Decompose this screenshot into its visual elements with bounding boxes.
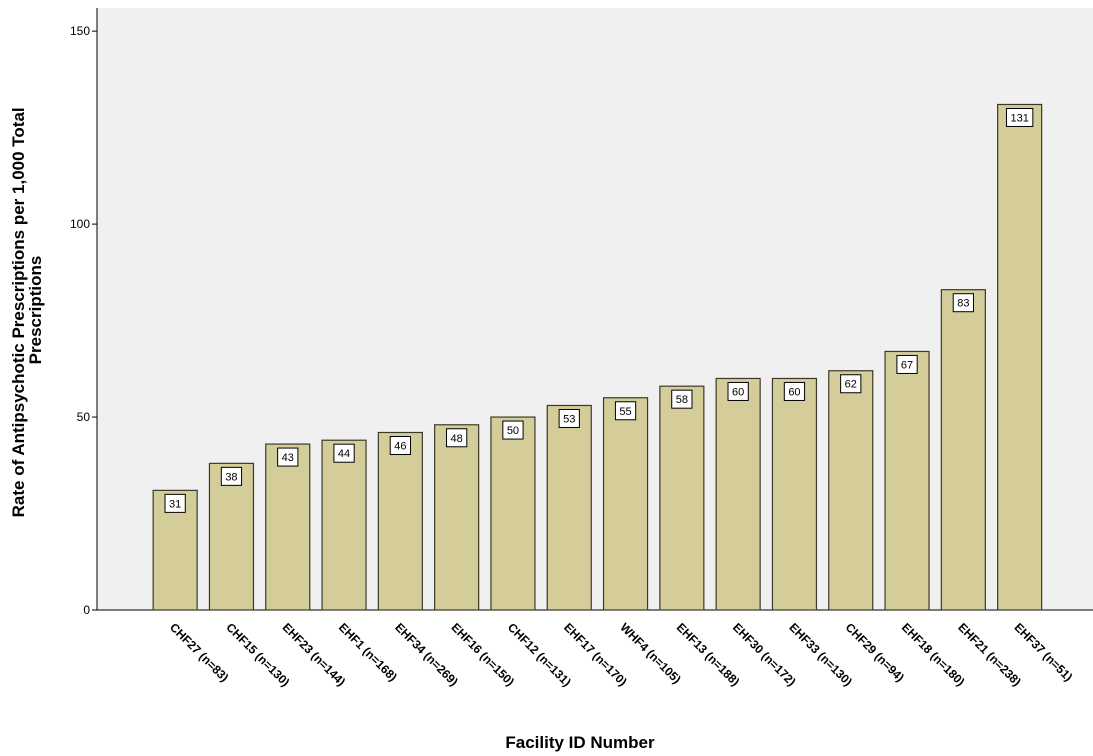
value-label-box (389, 435, 411, 455)
value-label-box (333, 443, 355, 463)
bar (208, 462, 255, 611)
y-axis-title-line: Prescriptions (26, 256, 45, 365)
value-label: 53 (563, 413, 575, 425)
bar (771, 377, 818, 611)
value-label-box (727, 381, 749, 401)
value-label-box (614, 401, 637, 421)
bar (490, 416, 536, 611)
x-tick-label: CHF27 (n=83) (167, 620, 231, 684)
bar (321, 439, 367, 611)
y-tick-label: 0 (83, 603, 90, 617)
value-label-box (783, 381, 806, 401)
bar (715, 377, 761, 611)
value-label: 60 (732, 386, 744, 398)
value-label: 58 (676, 394, 688, 406)
value-label: 50 (507, 425, 519, 437)
bar (602, 397, 649, 611)
value-label-box (164, 493, 186, 513)
bar (884, 350, 930, 611)
x-axis-title: Facility ID Number (505, 733, 655, 752)
bar (546, 404, 592, 611)
value-label: 31 (169, 498, 181, 510)
value-label: 46 (394, 440, 406, 452)
value-label-box (671, 389, 693, 409)
y-tick-label: 50 (77, 410, 91, 424)
bar (997, 103, 1043, 611)
x-tick-label: EHF1 (n=168) (336, 620, 400, 684)
value-label: 131 (1010, 112, 1028, 124)
value-label: 48 (451, 433, 463, 445)
value-label: 38 (225, 471, 237, 483)
value-label: 44 (338, 448, 350, 460)
bar (828, 370, 874, 611)
value-label: 60 (788, 386, 800, 398)
value-label-box (502, 420, 524, 440)
x-tick-label: EHF37 (n=51) (1012, 620, 1076, 684)
bar (377, 431, 423, 611)
value-label: 55 (619, 406, 631, 418)
value-label-box (220, 466, 243, 486)
value-label-box (446, 428, 468, 448)
bar (434, 424, 480, 611)
y-tick-label: 100 (70, 217, 90, 231)
y-axis-title-line: Rate of Antipsychotic Prescriptions per … (9, 107, 28, 517)
value-label-box (277, 447, 299, 467)
bar (659, 385, 705, 611)
value-label: 62 (845, 379, 857, 391)
value-label: 67 (901, 359, 913, 371)
y-axis-title: Rate of Antipsychotic Prescriptions per … (9, 103, 45, 518)
y-tick-label: 150 (70, 24, 90, 38)
bar (940, 289, 986, 611)
value-label-box (558, 408, 580, 428)
value-label: 83 (957, 298, 969, 310)
value-label-box (1005, 107, 1034, 127)
bar (265, 443, 311, 611)
value-label-box (840, 374, 862, 394)
value-label-box (952, 293, 974, 313)
value-label: 43 (282, 452, 294, 464)
value-label-box (896, 354, 918, 374)
